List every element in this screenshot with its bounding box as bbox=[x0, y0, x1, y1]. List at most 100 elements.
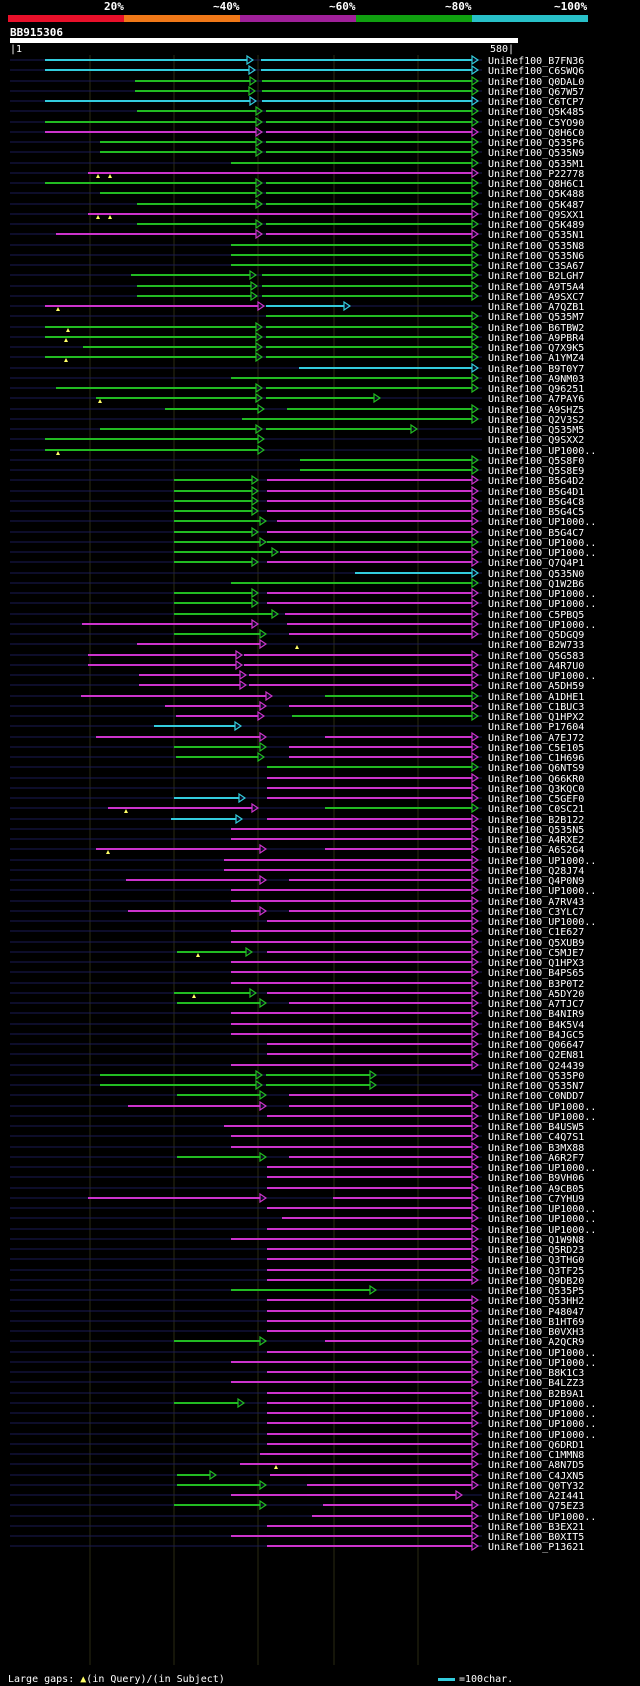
hit-label[interactable]: UniRef100_C4JXN5 bbox=[488, 1471, 584, 1482]
hit-label[interactable]: UniRef100_Q5K489 bbox=[488, 220, 584, 231]
hit-label[interactable]: UniRef100_B3MX88 bbox=[488, 1143, 584, 1154]
hit-label[interactable]: UniRef100_A1DHE1 bbox=[488, 692, 584, 703]
hit-label[interactable]: UniRef100_Q1W2B6 bbox=[488, 579, 584, 590]
hit-label[interactable]: UniRef100_UP1000.. bbox=[488, 671, 596, 682]
hit-label[interactable]: UniRef100_B3P0T2 bbox=[488, 979, 584, 990]
hit-label[interactable]: UniRef100_Q9DB20 bbox=[488, 1276, 584, 1287]
hit-label[interactable]: UniRef100_UP1000.. bbox=[488, 548, 596, 559]
hit-label[interactable]: UniRef100_Q67W57 bbox=[488, 87, 584, 98]
hit-label[interactable]: UniRef100_UP1000.. bbox=[488, 1225, 596, 1236]
hit-label[interactable]: UniRef100_Q4P0N9 bbox=[488, 876, 584, 887]
hit-label[interactable]: UniRef100_C0SC21 bbox=[488, 804, 584, 815]
hit-label[interactable]: UniRef100_Q5XUB9 bbox=[488, 938, 584, 949]
hit-label[interactable]: UniRef100_B2B122 bbox=[488, 815, 584, 826]
hit-label[interactable]: UniRef100_C1BUC3 bbox=[488, 702, 584, 713]
hit-label[interactable]: UniRef100_UP1000.. bbox=[488, 1214, 596, 1225]
hit-label[interactable]: UniRef100_P17604 bbox=[488, 722, 584, 733]
hit-label[interactable]: UniRef100_C6TCP7 bbox=[488, 97, 584, 108]
hit-label[interactable]: UniRef100_B7FN36 bbox=[488, 56, 584, 67]
hit-label[interactable]: UniRef100_UP1000.. bbox=[488, 1419, 596, 1430]
hit-label[interactable]: UniRef100_UP1000.. bbox=[488, 1163, 596, 1174]
hit-label[interactable]: UniRef100_UP1000.. bbox=[488, 517, 596, 528]
hit-label[interactable]: UniRef100_Q2V3S2 bbox=[488, 415, 584, 426]
hit-label[interactable]: UniRef100_Q5S8E9 bbox=[488, 466, 584, 477]
hit-label[interactable]: UniRef100_Q28J74 bbox=[488, 866, 584, 877]
hit-label[interactable]: UniRef100_C5PBQ5 bbox=[488, 610, 584, 621]
hit-label[interactable]: UniRef100_C5E105 bbox=[488, 743, 584, 754]
hit-label[interactable]: UniRef100_Q5K488 bbox=[488, 189, 584, 200]
hit-label[interactable]: UniRef100_A9PBR4 bbox=[488, 333, 584, 344]
hit-label[interactable]: UniRef100_Q06647 bbox=[488, 1040, 584, 1051]
hit-label[interactable]: UniRef100_Q9SXX1 bbox=[488, 210, 584, 221]
hit-label[interactable]: UniRef100_P13621 bbox=[488, 1542, 584, 1553]
hit-label[interactable]: UniRef100_A7PAY6 bbox=[488, 394, 584, 405]
hit-label[interactable]: UniRef100_A9CB05 bbox=[488, 1184, 584, 1195]
hit-label[interactable]: UniRef100_A7TJC7 bbox=[488, 999, 584, 1010]
hit-label[interactable]: UniRef100_A4R7U0 bbox=[488, 661, 584, 672]
hit-label[interactable]: UniRef100_Q24439 bbox=[488, 1061, 584, 1072]
hit-label[interactable]: UniRef100_B0XIT5 bbox=[488, 1532, 584, 1543]
hit-label[interactable]: UniRef100_UP1000.. bbox=[488, 1409, 596, 1420]
hit-label[interactable]: UniRef100_C5MJE7 bbox=[488, 948, 584, 959]
hit-label[interactable]: UniRef100_B5G4D2 bbox=[488, 476, 584, 487]
hit-label[interactable]: UniRef100_C5GEF0 bbox=[488, 794, 584, 805]
hit-label[interactable]: UniRef100_A9NM03 bbox=[488, 374, 584, 385]
hit-label[interactable]: UniRef100_Q5DGQ9 bbox=[488, 630, 584, 641]
hit-label[interactable]: UniRef100_A6R2F7 bbox=[488, 1153, 584, 1164]
hit-label[interactable]: UniRef100_Q1W9N8 bbox=[488, 1235, 584, 1246]
hit-label[interactable]: UniRef100_UP1000.. bbox=[488, 1399, 596, 1410]
hit-label[interactable]: UniRef100_Q5G583 bbox=[488, 651, 584, 662]
hit-label[interactable]: UniRef100_A8N7D5 bbox=[488, 1460, 584, 1471]
hit-label[interactable]: UniRef100_UP1000.. bbox=[488, 538, 596, 549]
hit-label[interactable]: UniRef100_Q3THG0 bbox=[488, 1255, 584, 1266]
hit-label[interactable]: UniRef100_A7QZB1 bbox=[488, 302, 584, 313]
hit-label[interactable]: UniRef100_B4LZZ3 bbox=[488, 1378, 584, 1389]
hit-label[interactable]: UniRef100_C1E627 bbox=[488, 927, 584, 938]
hit-label[interactable]: UniRef100_B8K1C3 bbox=[488, 1368, 584, 1379]
hit-label[interactable]: UniRef100_UP1000.. bbox=[488, 1348, 596, 1359]
hit-label[interactable]: UniRef100_UP1000.. bbox=[488, 886, 596, 897]
hit-label[interactable]: UniRef100_B1HT69 bbox=[488, 1317, 584, 1328]
hit-label[interactable]: UniRef100_UP1000.. bbox=[488, 589, 596, 600]
hit-label[interactable]: UniRef100_Q66KR0 bbox=[488, 774, 584, 785]
hit-label[interactable]: UniRef100_Q7Q4P1 bbox=[488, 558, 584, 569]
hit-label[interactable]: UniRef100_C0NDD7 bbox=[488, 1091, 584, 1102]
hit-label[interactable]: UniRef100_Q535N7 bbox=[488, 1081, 584, 1092]
hit-label[interactable]: UniRef100_Q535N1 bbox=[488, 230, 584, 241]
hit-label[interactable]: UniRef100_B0VXH3 bbox=[488, 1327, 584, 1338]
hit-label[interactable]: UniRef100_B5G4C8 bbox=[488, 497, 584, 508]
hit-label[interactable]: UniRef100_Q8H6C1 bbox=[488, 179, 584, 190]
hit-label[interactable]: UniRef100_Q535P5 bbox=[488, 1286, 584, 1297]
hit-label[interactable]: UniRef100_P48047 bbox=[488, 1307, 584, 1318]
hit-label[interactable]: UniRef100_B5G4C7 bbox=[488, 528, 584, 539]
hit-label[interactable]: UniRef100_Q9SXX2 bbox=[488, 435, 584, 446]
hit-label[interactable]: UniRef100_B4PS65 bbox=[488, 968, 584, 979]
hit-label[interactable]: UniRef100_Q3KQC0 bbox=[488, 784, 584, 795]
hit-label[interactable]: UniRef100_Q3TF25 bbox=[488, 1266, 584, 1277]
hit-label[interactable]: UniRef100_B6TBW2 bbox=[488, 323, 584, 334]
hit-label[interactable]: UniRef100_C3SA67 bbox=[488, 261, 584, 272]
hit-label[interactable]: UniRef100_C1H696 bbox=[488, 753, 584, 764]
hit-label[interactable]: UniRef100_Q535N9 bbox=[488, 148, 584, 159]
hit-label[interactable]: UniRef100_B5G4C5 bbox=[488, 507, 584, 518]
hit-label[interactable]: UniRef100_Q96251 bbox=[488, 384, 584, 395]
hit-label[interactable]: UniRef100_UP1000.. bbox=[488, 1512, 596, 1523]
hit-label[interactable]: UniRef100_UP1000.. bbox=[488, 1102, 596, 1113]
hit-label[interactable]: UniRef100_Q5RD23 bbox=[488, 1245, 584, 1256]
hit-label[interactable]: UniRef100_B9T0Y7 bbox=[488, 364, 584, 375]
hit-label[interactable]: UniRef100_C3YLC7 bbox=[488, 907, 584, 918]
hit-label[interactable]: UniRef100_A5DY20 bbox=[488, 989, 584, 1000]
hit-label[interactable]: UniRef100_UP1000.. bbox=[488, 1358, 596, 1369]
hit-label[interactable]: UniRef100_Q5K485 bbox=[488, 107, 584, 118]
hit-label[interactable]: UniRef100_Q53HH2 bbox=[488, 1296, 584, 1307]
hit-label[interactable]: UniRef100_B4JGC5 bbox=[488, 1030, 584, 1041]
hit-label[interactable]: UniRef100_Q7X9K5 bbox=[488, 343, 584, 354]
hit-label[interactable]: UniRef100_Q2EN81 bbox=[488, 1050, 584, 1061]
hit-label[interactable]: UniRef100_Q535M1 bbox=[488, 159, 584, 170]
hit-label[interactable]: UniRef100_Q535M7 bbox=[488, 312, 584, 323]
hit-label[interactable]: UniRef100_A1YMZ4 bbox=[488, 353, 584, 364]
hit-label[interactable]: UniRef100_Q5K487 bbox=[488, 200, 584, 211]
hit-label[interactable]: UniRef100_A2I441 bbox=[488, 1491, 584, 1502]
hit-label[interactable]: UniRef100_Q1HPX2 bbox=[488, 712, 584, 723]
hit-label[interactable]: UniRef100_Q6DRD1 bbox=[488, 1440, 584, 1451]
